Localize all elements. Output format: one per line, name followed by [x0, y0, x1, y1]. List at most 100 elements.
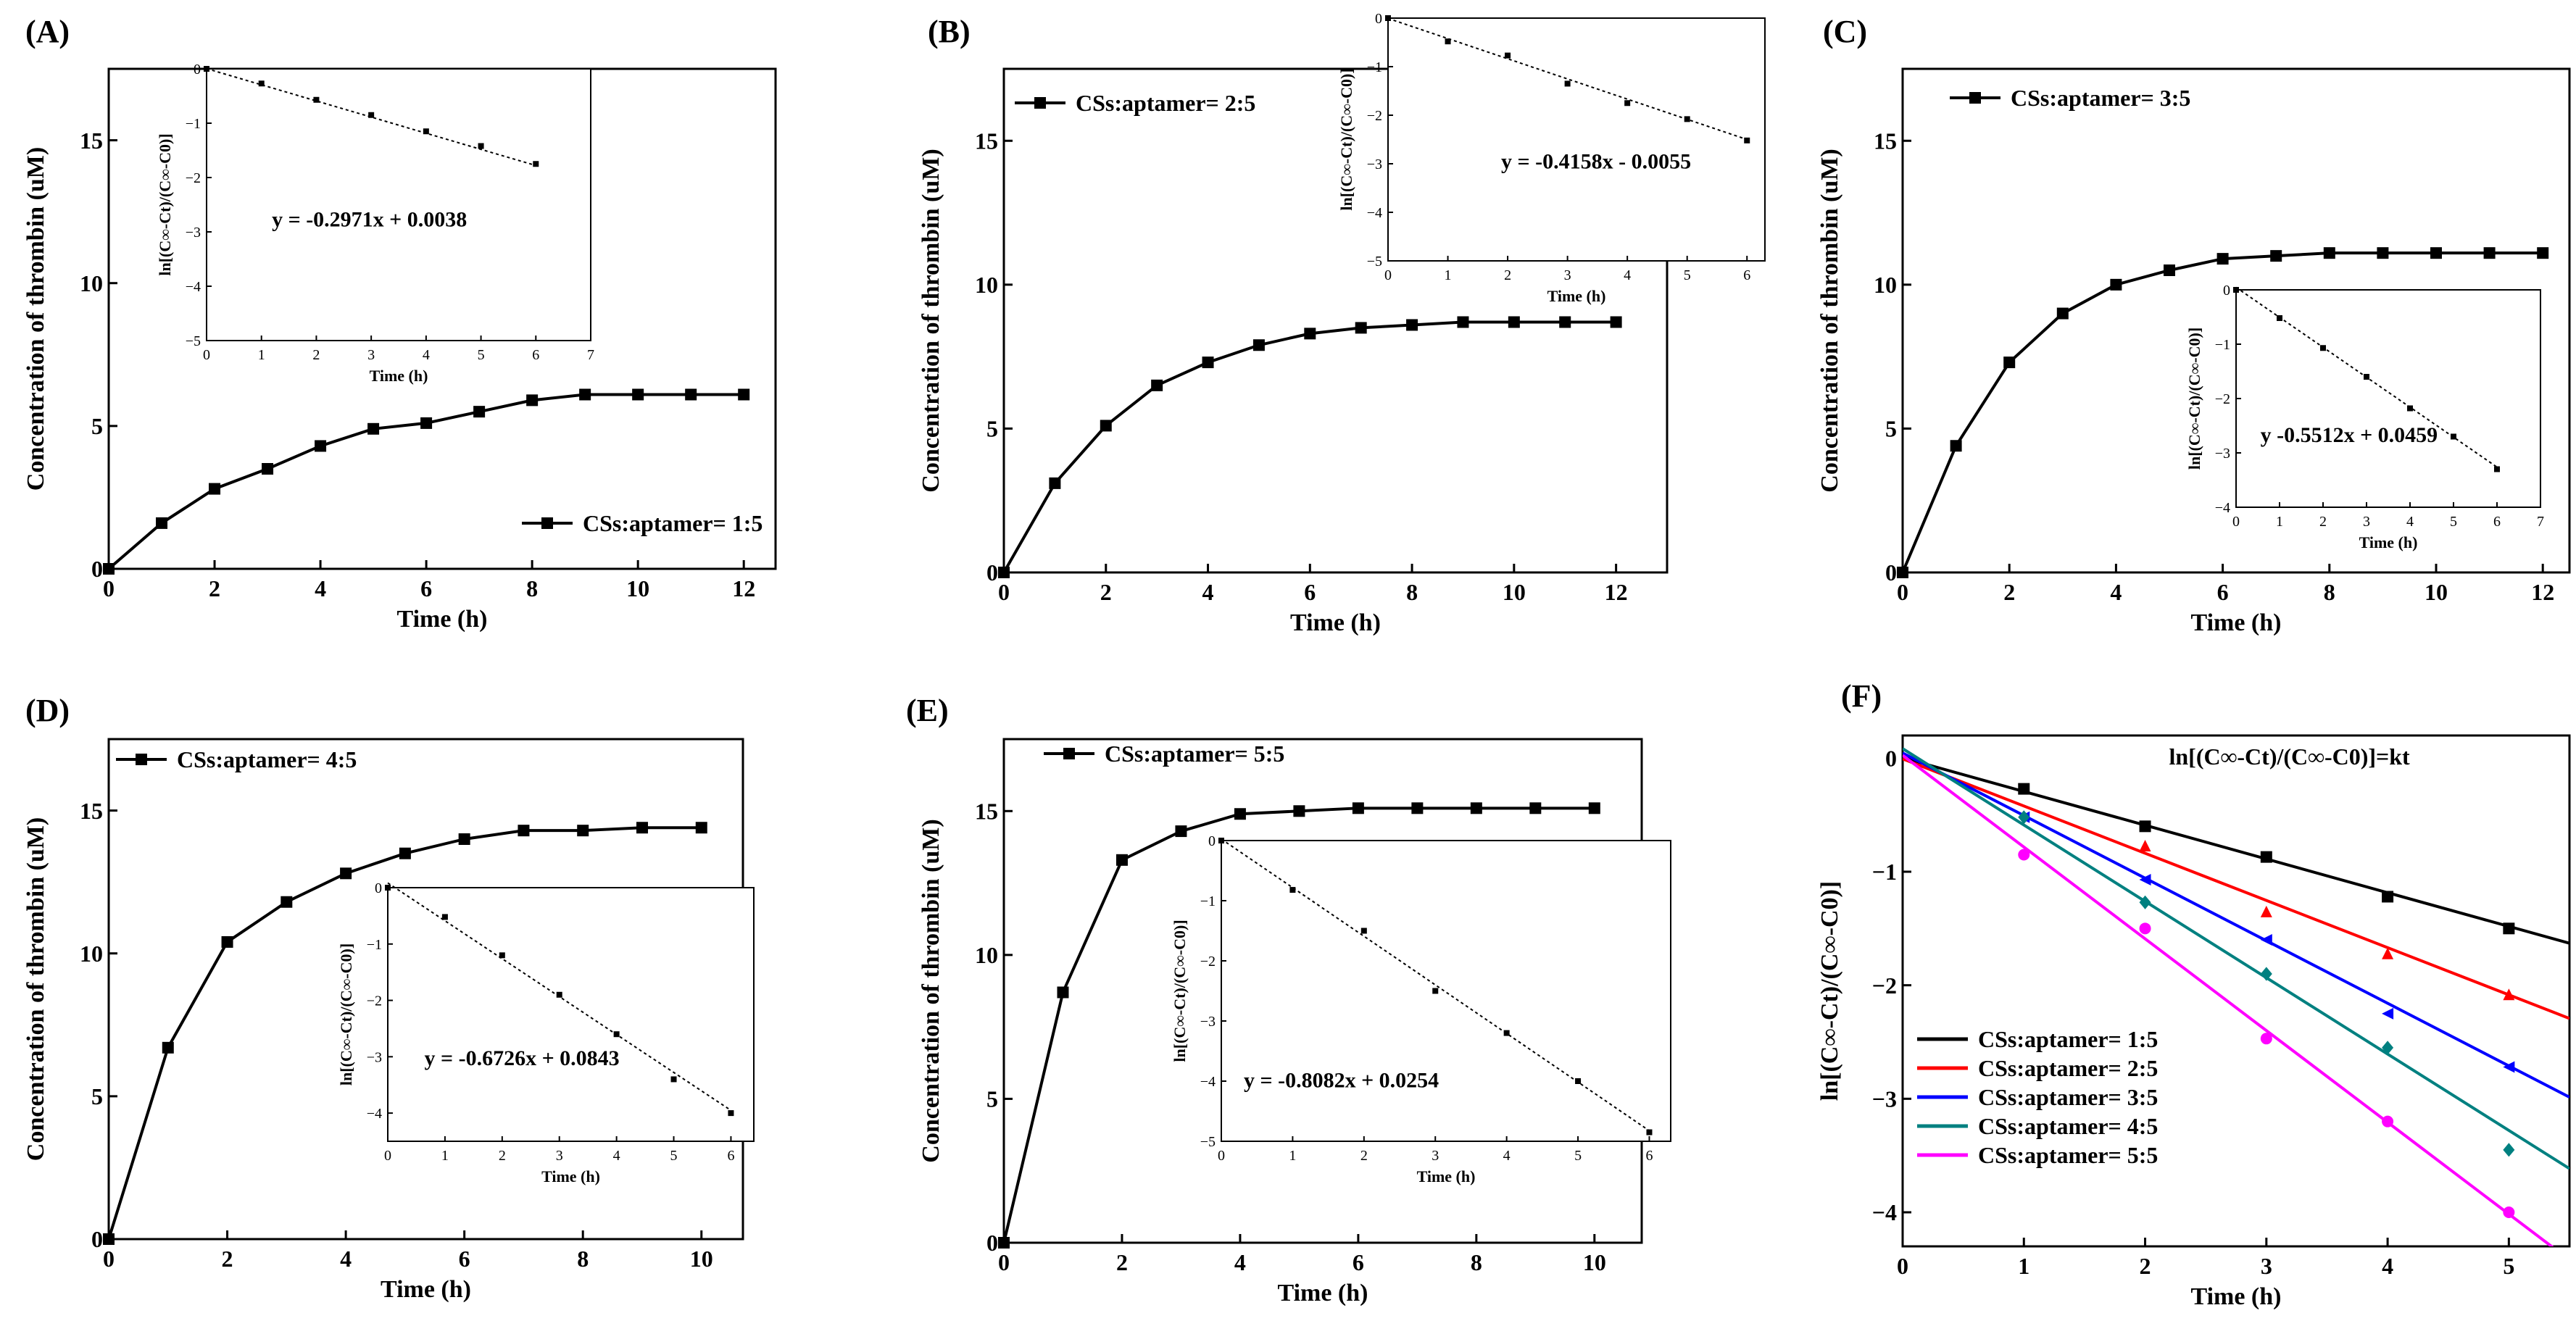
- y-tick-label: −3: [1872, 1086, 1897, 1112]
- data-point: [2139, 839, 2151, 851]
- x-tick-label: 8: [1406, 579, 1418, 605]
- plot-background: [1388, 18, 1765, 261]
- x-tick-label: 8: [2324, 579, 2335, 605]
- inset-axis-frame: [1387, 17, 1766, 262]
- y-tick-label: 15: [80, 798, 103, 824]
- data-point: [738, 388, 750, 401]
- fit-line: [1903, 756, 2569, 945]
- inset-y-axis-label: ln[(C∞-Ct)/(C∞-C0)]: [1337, 68, 1355, 210]
- inset-data-point: [1385, 15, 1391, 21]
- y-axis-label: Concentration of thrombin (uM): [1816, 149, 1843, 492]
- data-point: [1115, 854, 1128, 866]
- y-axis-label: Concentration of thrombin (uM): [918, 819, 944, 1162]
- y-tick-label: 5: [986, 416, 998, 442]
- x-tick-label: 2: [1116, 1249, 1128, 1275]
- y-tick-label: 0: [91, 556, 103, 582]
- inset-data-point: [368, 112, 375, 118]
- data-point: [2139, 820, 2151, 833]
- legend: CSs:aptamer= 5:5: [1044, 741, 1284, 767]
- y-tick-label: 15: [975, 128, 998, 154]
- inset-x-tick-label: 7: [2537, 514, 2544, 530]
- data-point: [2003, 357, 2016, 369]
- data-point: [1202, 357, 1214, 369]
- panel-label: (A): [25, 14, 70, 49]
- x-tick-label: 6: [420, 575, 432, 601]
- legend-marker: [1969, 92, 1981, 104]
- inset-x-tick-label: 6: [727, 1148, 734, 1164]
- x-axis-label: Time (h): [397, 606, 488, 633]
- legend-marker: [1063, 748, 1075, 759]
- x-tick-label: 0: [998, 579, 1010, 605]
- inset-fit-equation: y -0.5512x + 0.0459: [2261, 423, 2438, 447]
- legend-label: CSs:aptamer= 1:5: [1978, 1026, 2158, 1052]
- inset-data-point: [385, 885, 391, 891]
- inset-y-tick-label: −4: [367, 1106, 382, 1122]
- inset-data-point: [1684, 116, 1690, 122]
- inset-fit-equation: y = -0.4158x - 0.0055: [1501, 150, 1691, 174]
- x-axis-label: Time (h): [1278, 1280, 1368, 1306]
- inset-x-tick-label: 1: [2276, 514, 2283, 530]
- x-tick-label: 6: [459, 1246, 470, 1272]
- inset-data-point: [441, 914, 448, 920]
- inset-chart: 0 1 2 3 4 5 6 0 −1 −2 −3 −4 Time (h) ln[(C∞-Ct)/(C∞-C…: [337, 880, 755, 1185]
- inset-x-tick-label: 2: [2319, 514, 2327, 530]
- inset-data-point: [1289, 887, 1296, 893]
- series: [1903, 757, 2569, 1020]
- y-tick-label: 15: [80, 128, 103, 154]
- inset-x-tick-label: 4: [423, 347, 430, 363]
- x-tick-label: 0: [103, 575, 115, 601]
- y-tick-label: 10: [975, 942, 998, 968]
- y-tick-label: 10: [80, 270, 103, 296]
- inset-data-point: [2320, 345, 2326, 351]
- data-point: [2483, 247, 2496, 259]
- legend-label: CSs:aptamer= 2:5: [1978, 1055, 2158, 1081]
- y-axis-label: Concentration of thrombin (uM): [22, 817, 49, 1161]
- series: [1903, 756, 2569, 945]
- data-point: [1610, 316, 1622, 328]
- inset-y-tick-label: −3: [367, 1049, 382, 1065]
- data-point: [1151, 379, 1163, 391]
- inset-fit-equation: y = -0.2971x + 0.0038: [272, 208, 467, 232]
- x-tick-label: 6: [2217, 579, 2229, 605]
- x-tick-label: 0: [1897, 1253, 1908, 1279]
- panel-label: (B): [928, 14, 971, 49]
- x-tick-label: 10: [1583, 1249, 1606, 1275]
- data-point: [526, 394, 539, 407]
- inset-data-point: [1503, 1030, 1510, 1036]
- inset-x-axis-label: Time (h): [1547, 287, 1606, 305]
- data-point: [315, 440, 327, 452]
- x-tick-label: 4: [1234, 1249, 1246, 1275]
- inset-data-point: [1432, 988, 1439, 994]
- plot-background: [2236, 290, 2540, 507]
- inset-y-tick-label: 0: [375, 880, 382, 896]
- inset-y-tick-label: −1: [1367, 59, 1382, 75]
- data-point: [2260, 1033, 2272, 1045]
- data-point: [998, 567, 1010, 578]
- x-tick-label: 4: [1202, 579, 1214, 605]
- data-point: [2503, 1143, 2515, 1157]
- x-tick-label: 10: [2425, 579, 2448, 605]
- data-point: [399, 847, 411, 859]
- y-tick-label: 10: [975, 272, 998, 298]
- y-axis-label: Concentration of thrombin (uM): [22, 147, 49, 491]
- x-tick-label: 6: [1304, 579, 1316, 605]
- data-point: [2139, 922, 2151, 935]
- y-tick-label: 0: [1885, 559, 1897, 585]
- data-point: [1057, 986, 1069, 999]
- legend-marker: [541, 517, 553, 529]
- inset-y-tick-label: −1: [1200, 893, 1216, 909]
- inset-x-axis-label: Time (h): [541, 1167, 600, 1185]
- y-tick-label: 0: [91, 1226, 103, 1252]
- inset-chart: 0 1 2 3 4 5 6 7 0 −1 −2 −3 −4 Time (h) ln[(C∞-Ct)/(C∞-…: [2185, 283, 2544, 551]
- panel-label: (F): [1841, 678, 1882, 714]
- data-point: [262, 463, 274, 475]
- inset-data-point: [1564, 80, 1571, 87]
- data-point: [1470, 802, 1482, 814]
- inset-axis-frame: [206, 68, 591, 341]
- data-point: [209, 483, 221, 495]
- inset-data-point: [1624, 100, 1631, 107]
- inset-y-tick-label: −2: [367, 993, 382, 1009]
- data-point: [1588, 802, 1600, 814]
- x-axis-label: Time (h): [381, 1276, 471, 1303]
- inset-x-axis-label: Time (h): [1417, 1167, 1476, 1185]
